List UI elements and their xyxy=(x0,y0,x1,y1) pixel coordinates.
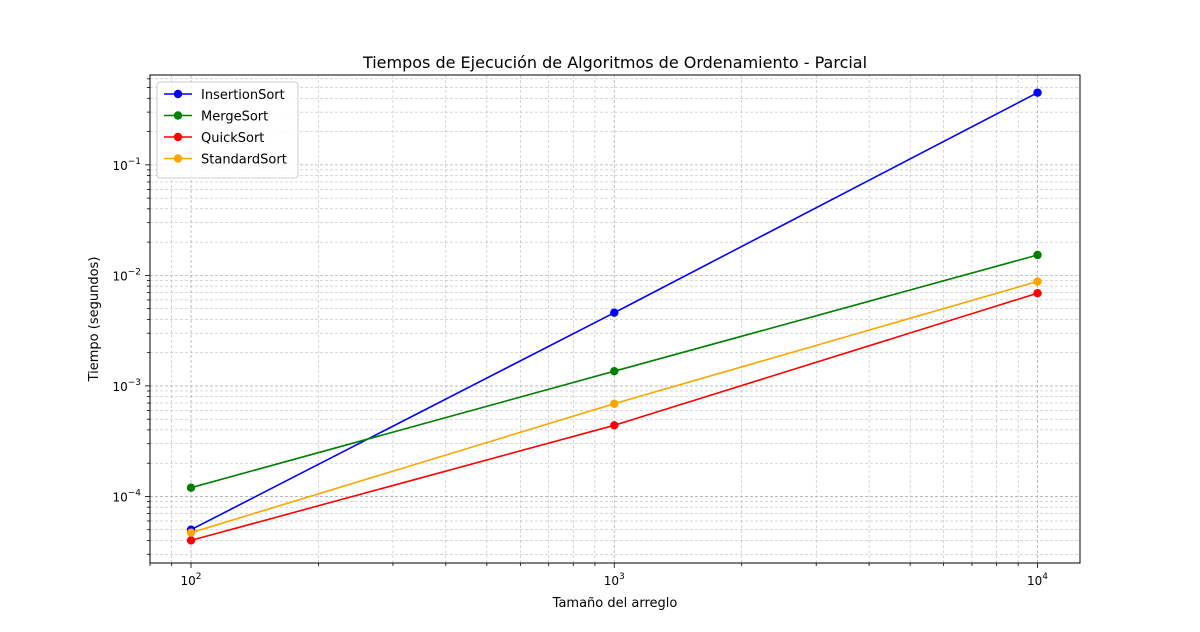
x-axis-label: Tamaño del arreglo xyxy=(552,596,678,611)
series-layer xyxy=(186,88,1042,545)
legend-label: InsertionSort xyxy=(201,88,285,103)
legend-label: QuickSort xyxy=(201,131,264,146)
data-point-quicksort xyxy=(186,536,196,545)
data-point-mergesort xyxy=(610,366,619,376)
data-point-mergesort xyxy=(186,483,196,492)
legend-swatch-marker xyxy=(173,132,183,142)
legend-box xyxy=(156,81,299,179)
legend-swatch-marker xyxy=(173,89,183,99)
x-tick-label: 102 xyxy=(181,572,202,588)
y-tick-label: 10−2 xyxy=(112,267,141,283)
x-tick-label: 104 xyxy=(1027,572,1048,588)
data-point-quicksort xyxy=(610,421,619,430)
y-tick-label: 10−4 xyxy=(112,488,141,504)
x-axis: 102 103 104 xyxy=(149,563,1048,588)
y-axis-label: Tiempo (segundos) xyxy=(87,257,102,383)
data-point-standardsort xyxy=(186,528,196,537)
data-point-mergesort xyxy=(1033,250,1042,260)
data-point-standardsort xyxy=(610,399,619,408)
legend-swatch-marker xyxy=(173,111,183,120)
data-point-quicksort xyxy=(1033,288,1042,298)
x-tick-label: 103 xyxy=(604,572,625,588)
legend-label: MergeSort xyxy=(201,110,268,125)
y-axis: 10−4 10−3 10−2 10−1 xyxy=(112,78,150,555)
y-tick-label: 10−1 xyxy=(112,157,141,173)
legend: InsertionSort MergeSort QuickSort StandardS… xyxy=(156,81,299,179)
data-point-standardsort xyxy=(1033,277,1042,286)
data-point-insertionsort xyxy=(610,308,619,317)
data-point-insertionsort xyxy=(1033,88,1042,97)
legend-swatch-marker xyxy=(173,154,183,163)
y-tick-label: 10−3 xyxy=(112,378,141,394)
chart-title: Tiempos de Ejecución de Algoritmos de Or… xyxy=(362,53,867,72)
legend-label: StandardSort xyxy=(201,153,287,168)
